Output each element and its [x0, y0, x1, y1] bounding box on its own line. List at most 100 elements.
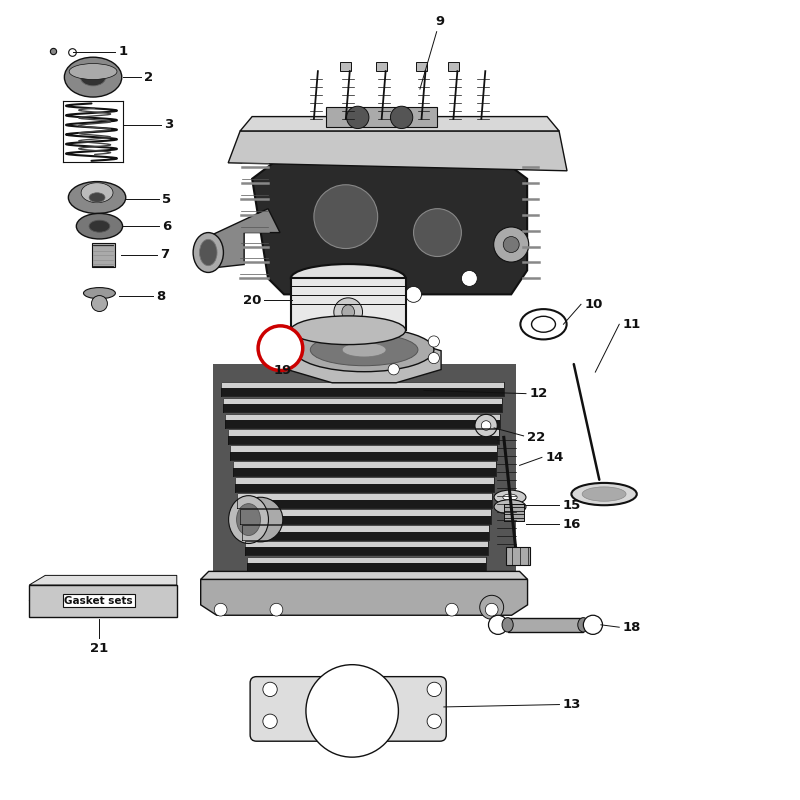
Ellipse shape — [193, 233, 223, 273]
Text: 3: 3 — [164, 118, 174, 131]
Ellipse shape — [83, 287, 115, 298]
Ellipse shape — [89, 193, 105, 202]
Text: 22: 22 — [526, 431, 545, 444]
Text: 8: 8 — [156, 290, 166, 303]
Text: 16: 16 — [562, 518, 581, 531]
Ellipse shape — [582, 487, 626, 502]
FancyBboxPatch shape — [504, 504, 523, 521]
Ellipse shape — [502, 618, 514, 632]
Circle shape — [388, 364, 399, 375]
Ellipse shape — [80, 68, 106, 86]
Circle shape — [270, 603, 283, 616]
Circle shape — [489, 615, 508, 634]
FancyBboxPatch shape — [247, 563, 486, 571]
FancyBboxPatch shape — [223, 398, 502, 404]
Polygon shape — [30, 575, 177, 585]
Circle shape — [314, 185, 378, 249]
Ellipse shape — [520, 309, 566, 339]
Ellipse shape — [290, 264, 406, 293]
Text: 14: 14 — [545, 451, 563, 464]
Circle shape — [329, 325, 340, 336]
Ellipse shape — [334, 298, 362, 326]
Polygon shape — [287, 338, 441, 383]
FancyBboxPatch shape — [226, 420, 501, 428]
Circle shape — [388, 325, 399, 336]
Text: 11: 11 — [622, 318, 641, 330]
Ellipse shape — [310, 334, 418, 366]
Wedge shape — [279, 318, 426, 466]
FancyBboxPatch shape — [416, 62, 427, 71]
Text: 12: 12 — [529, 387, 547, 400]
Circle shape — [258, 326, 302, 370]
FancyBboxPatch shape — [213, 364, 515, 579]
Text: 5: 5 — [162, 193, 171, 206]
FancyBboxPatch shape — [448, 62, 459, 71]
Circle shape — [583, 615, 602, 634]
Circle shape — [428, 336, 439, 347]
Ellipse shape — [571, 483, 637, 506]
FancyBboxPatch shape — [30, 585, 177, 617]
Ellipse shape — [294, 328, 434, 372]
Text: 13: 13 — [562, 698, 581, 711]
Circle shape — [486, 603, 498, 616]
Ellipse shape — [89, 220, 110, 232]
Circle shape — [414, 209, 462, 257]
Circle shape — [294, 270, 310, 286]
Polygon shape — [30, 585, 173, 617]
FancyBboxPatch shape — [242, 531, 490, 539]
FancyBboxPatch shape — [221, 382, 504, 388]
Text: 7: 7 — [160, 249, 169, 262]
Text: 20: 20 — [243, 294, 262, 307]
Text: 9: 9 — [435, 14, 445, 28]
Ellipse shape — [229, 496, 269, 543]
FancyBboxPatch shape — [245, 547, 488, 555]
Circle shape — [427, 682, 442, 697]
FancyBboxPatch shape — [235, 484, 494, 492]
Ellipse shape — [494, 500, 526, 514]
Ellipse shape — [69, 63, 117, 79]
Circle shape — [480, 595, 504, 619]
FancyBboxPatch shape — [247, 557, 486, 563]
Ellipse shape — [503, 494, 517, 501]
Circle shape — [462, 270, 478, 286]
Text: Gasket sets: Gasket sets — [64, 596, 133, 606]
Circle shape — [263, 714, 278, 729]
Ellipse shape — [342, 305, 354, 319]
Circle shape — [350, 286, 366, 302]
FancyBboxPatch shape — [226, 414, 501, 420]
FancyBboxPatch shape — [233, 462, 496, 468]
Circle shape — [214, 603, 227, 616]
FancyBboxPatch shape — [221, 388, 504, 396]
Ellipse shape — [199, 239, 217, 266]
Polygon shape — [228, 131, 567, 170]
FancyBboxPatch shape — [223, 404, 502, 412]
Ellipse shape — [64, 57, 122, 97]
Ellipse shape — [81, 182, 113, 202]
Polygon shape — [208, 209, 280, 269]
FancyBboxPatch shape — [326, 107, 438, 127]
FancyBboxPatch shape — [508, 618, 583, 632]
FancyBboxPatch shape — [228, 430, 499, 436]
Text: 15: 15 — [562, 498, 581, 512]
Ellipse shape — [68, 182, 126, 214]
FancyBboxPatch shape — [376, 62, 387, 71]
Circle shape — [475, 414, 498, 437]
FancyBboxPatch shape — [250, 677, 446, 742]
Circle shape — [494, 227, 529, 262]
FancyBboxPatch shape — [233, 468, 496, 476]
Ellipse shape — [76, 214, 122, 239]
Text: 2: 2 — [144, 70, 154, 84]
Circle shape — [289, 336, 300, 347]
FancyBboxPatch shape — [245, 541, 488, 547]
Polygon shape — [290, 278, 406, 330]
Ellipse shape — [578, 618, 589, 632]
Circle shape — [263, 682, 278, 697]
Circle shape — [346, 106, 369, 129]
Text: 19: 19 — [274, 364, 292, 377]
FancyBboxPatch shape — [230, 446, 498, 452]
Ellipse shape — [290, 316, 406, 345]
Text: 10: 10 — [584, 298, 602, 311]
FancyBboxPatch shape — [240, 510, 491, 515]
Circle shape — [306, 665, 398, 757]
Circle shape — [390, 106, 413, 129]
